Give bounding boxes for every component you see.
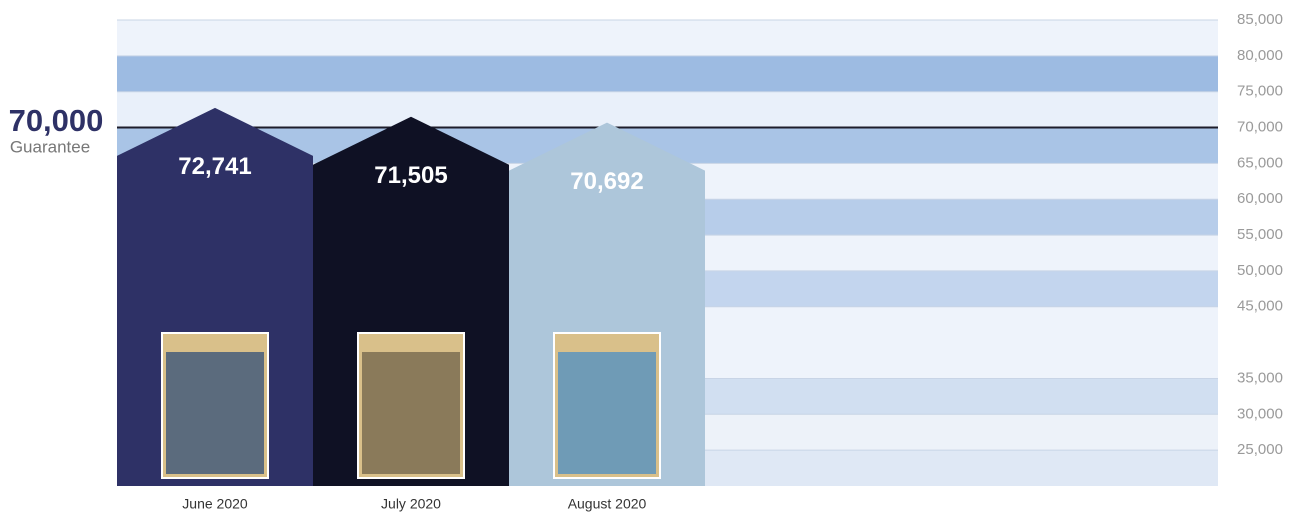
value-label: 72,741 bbox=[178, 153, 251, 180]
y-tick-label: 75,000 bbox=[1237, 83, 1283, 100]
guarantee-text: Guarantee bbox=[10, 137, 90, 156]
cover-art bbox=[166, 352, 264, 474]
stripe bbox=[117, 20, 1218, 56]
x-tick-label: July 2020 bbox=[381, 496, 441, 512]
x-tick-label: August 2020 bbox=[568, 496, 647, 512]
y-tick-label: 35,000 bbox=[1237, 369, 1283, 386]
y-tick-label: 80,000 bbox=[1237, 47, 1283, 64]
stripe bbox=[117, 55, 1218, 92]
cover-art bbox=[558, 352, 656, 474]
guarantee-value: 70,000 bbox=[9, 103, 104, 138]
value-label: 70,692 bbox=[570, 168, 643, 195]
y-tick-label: 55,000 bbox=[1237, 226, 1283, 243]
stripe bbox=[117, 91, 1218, 128]
y-tick-label: 70,000 bbox=[1237, 119, 1283, 136]
y-tick-label: 25,000 bbox=[1237, 441, 1283, 458]
cover-art bbox=[362, 352, 460, 474]
y-tick-label: 85,000 bbox=[1237, 11, 1283, 28]
x-tick-label: June 2020 bbox=[182, 496, 248, 512]
y-tick-label: 45,000 bbox=[1237, 298, 1283, 315]
y-tick-label: 60,000 bbox=[1237, 190, 1283, 207]
value-label: 71,505 bbox=[374, 162, 447, 189]
y-tick-label: 30,000 bbox=[1237, 405, 1283, 422]
y-tick-label: 50,000 bbox=[1237, 262, 1283, 279]
y-tick-label: 65,000 bbox=[1237, 154, 1283, 171]
